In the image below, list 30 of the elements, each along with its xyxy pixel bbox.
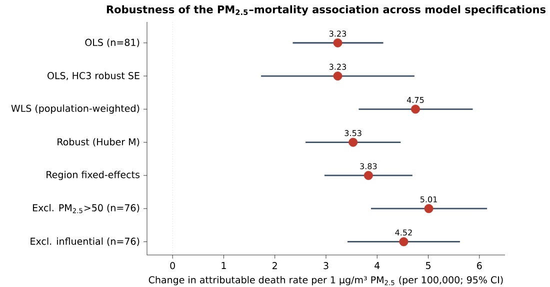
- point: [424, 204, 434, 214]
- x-tick-label: 4: [374, 262, 380, 269]
- point: [333, 38, 342, 48]
- point: [348, 138, 358, 147]
- x-axis-title: Change in attributable death rate per 1 µg/m³ PM$_{2.5}$ (per 100,000; 95% CI): [148, 276, 503, 286]
- x-tick-label: 3: [324, 262, 328, 270]
- y-tick-label: OLS (n=81): [85, 38, 140, 48]
- y-tick-label: OLS, HC3 robust SE: [48, 72, 140, 80]
- point: [399, 237, 408, 246]
- y-tick-label: WLS (population-weighted): [11, 104, 140, 114]
- x-tick-label: 5: [426, 262, 430, 270]
- chart-title: Robustness of the PM$_{2.5}$–mortality association across model specifications: [106, 5, 546, 16]
- y-tick-label: Excl. influential (n=76): [30, 238, 140, 246]
- point: [410, 104, 420, 114]
- x-tick-label: 2: [272, 262, 277, 270]
- data-label: 4.52: [395, 229, 412, 236]
- y-tick-label: Region fixed-effects: [46, 170, 140, 180]
- data-label: 3.83: [360, 163, 377, 170]
- data-label: 3.23: [329, 30, 346, 37]
- point: [364, 170, 373, 180]
- y-tick-label: Excl. PM$_{2.5}$>50 (n=76): [32, 204, 140, 214]
- x-tick-label: 0: [170, 262, 175, 270]
- data-label: 3.23: [329, 64, 346, 70]
- data-label: 4.75: [406, 97, 424, 103]
- x-tick-label: 6: [477, 262, 482, 270]
- data-label: 3.53: [344, 130, 362, 136]
- data-label: 5.01: [420, 196, 437, 202]
- x-tick-label: 1: [222, 262, 226, 269]
- point: [333, 72, 342, 81]
- y-tick-label: Robust (Huber M): [58, 138, 140, 147]
